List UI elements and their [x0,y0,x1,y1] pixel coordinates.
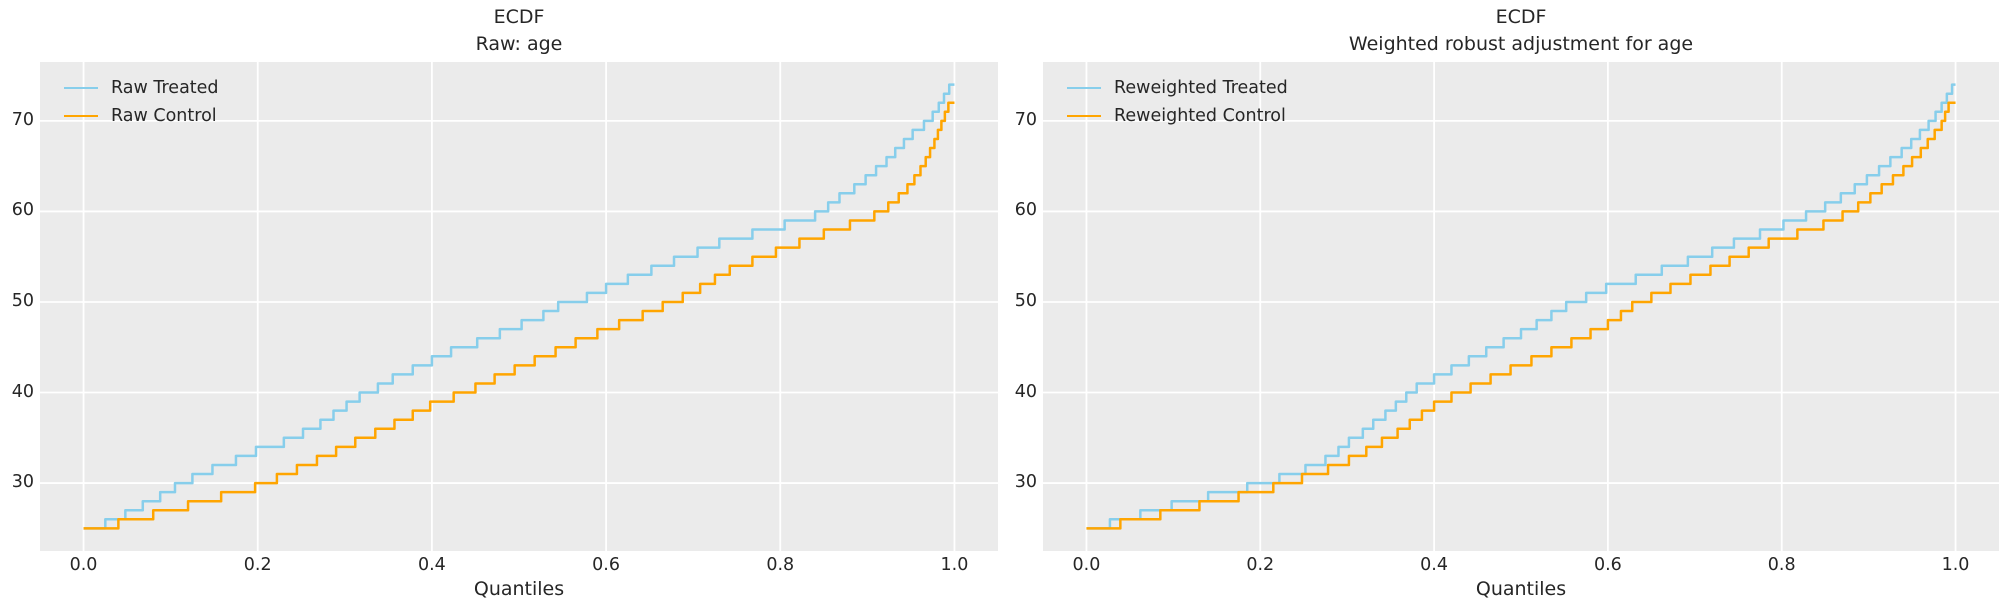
raw-plot-chart [40,62,998,551]
legend-label: Reweighted Treated [1114,78,1288,98]
raw-treated-line-swatch [64,87,98,89]
y-tick-label: 50 [1014,290,1037,311]
plot-title-weighted: ECDF Weighted robust adjustment for age [1121,4,1921,58]
x-tick-label: 0.6 [1593,555,1622,575]
gridlines [1043,62,1999,551]
legend-item-raw-control: Raw Control [64,102,219,130]
x-axis-label-weighted: Quantiles [1475,578,1567,600]
reweighted-treated-line-swatch [1067,87,1101,89]
raw-control-curve [83,101,955,530]
x-tick-label: 0.0 [69,555,98,575]
legend-label: Reweighted Control [1114,106,1286,126]
x-tick-label: 1.0 [1941,555,1970,575]
raw-treated-curve [83,83,955,530]
y-tick-label: 40 [1014,381,1037,402]
x-tick-label: 0.4 [417,555,446,575]
x-tick-label: 0.0 [1072,555,1101,575]
legend-label: Raw Control [111,106,217,126]
y-tick-label: 30 [1014,472,1037,493]
reweighted-control-line-swatch [1067,115,1101,117]
x-tick-label: 0.6 [592,555,620,575]
y-tick-label: 40 [11,381,34,402]
legend-item-raw-treated: Raw Treated [64,74,219,102]
raw-control-line-swatch [64,115,98,117]
plot-title-line2: Raw: age [475,33,563,55]
plot-area-raw: Raw Treated Raw Control [40,62,998,551]
x-tick-label: 1.0 [940,555,969,575]
y-tick-label: 70 [11,109,34,130]
reweighted-control-curve [1086,101,1956,530]
plot-title-line1: ECDF [493,6,545,28]
reweighted-treated-curve [1086,83,1956,530]
weighted-plot-chart [1043,62,1999,551]
y-tick-label: 50 [11,290,34,311]
plot-title-line1: ECDF [1495,6,1547,28]
x-axis-label-raw: Quantiles [473,578,565,600]
legend-weighted: Reweighted Treated Reweighted Control [1067,74,1288,130]
x-tick-label: 0.2 [1246,555,1275,575]
legend-label: Raw Treated [111,78,219,98]
legend-item-reweighted-treated: Reweighted Treated [1067,74,1288,102]
legend-item-reweighted-control: Reweighted Control [1067,102,1288,130]
plot-area-weighted: Reweighted Treated Reweighted Control [1043,62,1999,551]
y-tick-label: 30 [11,472,34,493]
x-tick-label: 0.2 [243,555,272,575]
legend-raw: Raw Treated Raw Control [64,74,219,130]
y-tick-label: 60 [1014,200,1037,221]
y-tick-label: 70 [1014,109,1037,130]
x-tick-label: 0.4 [1420,555,1448,575]
x-tick-label: 0.8 [1767,555,1796,575]
gridlines [40,62,998,551]
x-tick-label: 0.8 [766,555,795,575]
plot-title-raw: ECDF Raw: age [119,4,919,58]
plot-title-line2: Weighted robust adjustment for age [1348,33,1694,55]
y-tick-label: 60 [11,200,34,221]
